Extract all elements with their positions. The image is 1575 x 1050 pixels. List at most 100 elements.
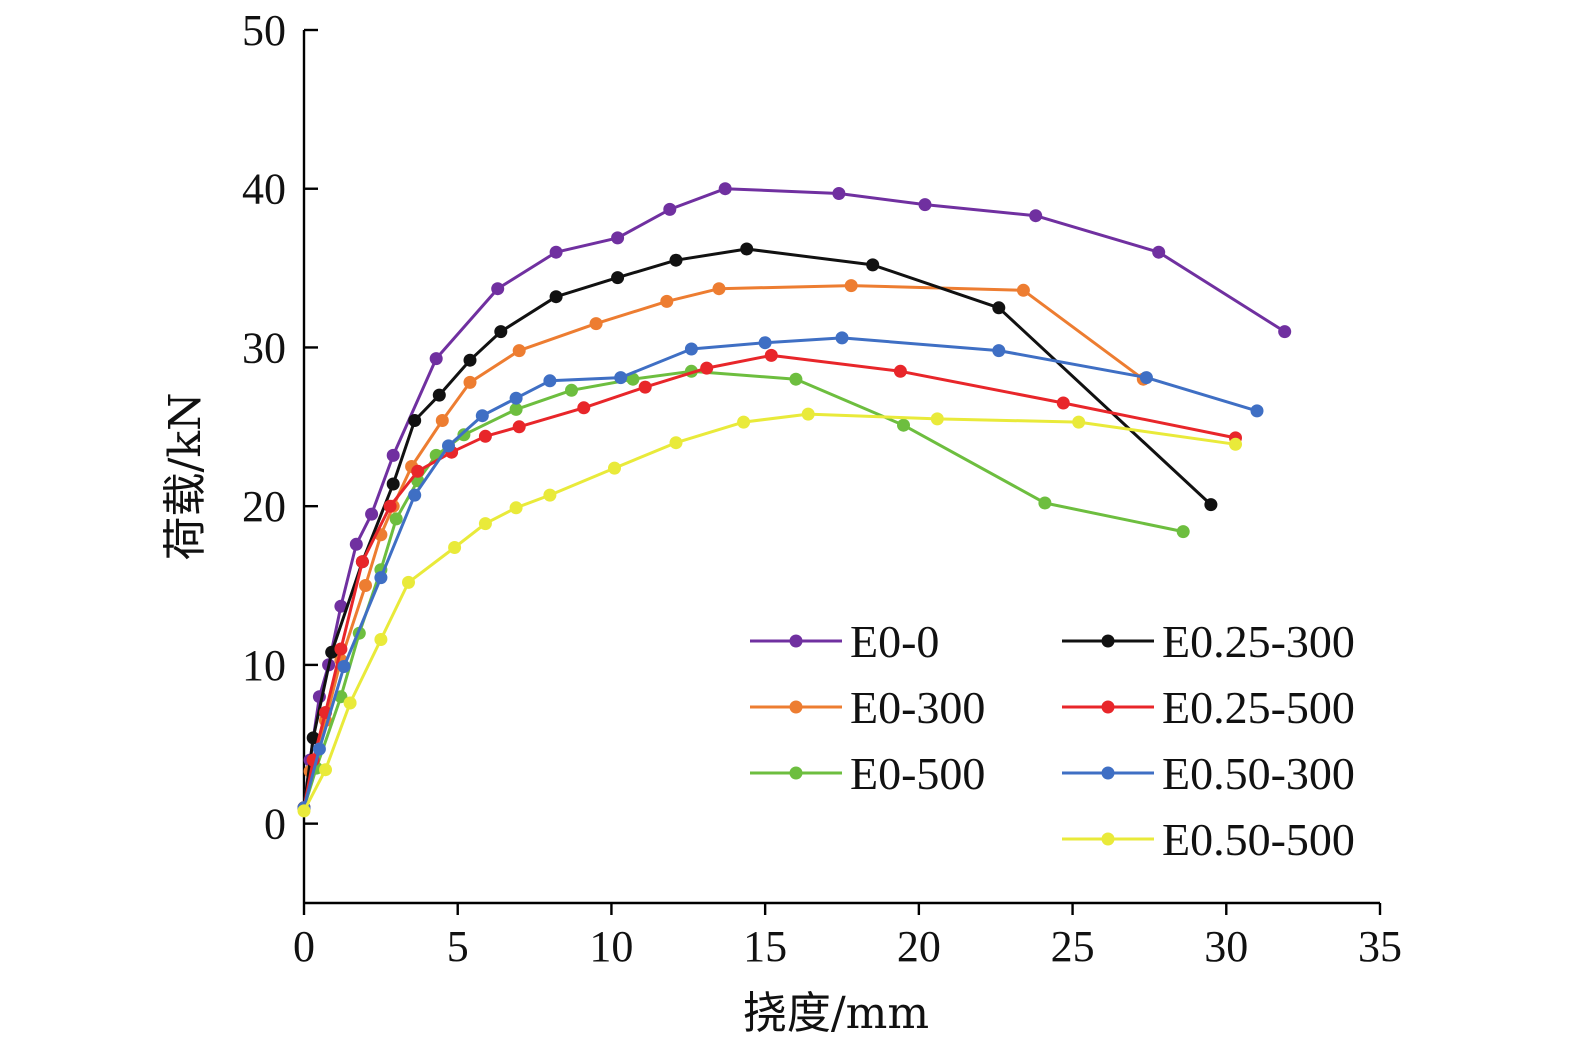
data-point <box>549 245 563 259</box>
data-point <box>389 512 403 526</box>
data-point <box>1278 325 1292 339</box>
data-point <box>383 499 397 513</box>
data-point <box>835 331 849 345</box>
data-point <box>457 428 471 442</box>
series-line <box>302 412 1237 813</box>
data-point <box>1056 396 1070 410</box>
legend-swatch-marker <box>1101 700 1115 714</box>
series-E0.25-300 <box>297 242 1218 815</box>
data-point <box>801 407 815 421</box>
data-point <box>429 352 443 366</box>
x-tick-label: 25 <box>1051 922 1095 971</box>
y-tick-label: 0 <box>264 800 286 849</box>
data-point <box>611 271 625 285</box>
series-line <box>302 247 1213 810</box>
legend-swatch-marker <box>1101 766 1115 780</box>
data-point <box>992 301 1006 315</box>
data-point <box>1072 415 1086 429</box>
data-point <box>897 418 910 432</box>
legend: E0-0 E0-300 E0-500 E0.25-300 E0.25-500 E0.50-… <box>750 616 1355 865</box>
x-tick-label: 15 <box>743 922 787 971</box>
data-point <box>543 488 557 502</box>
legend-item: E0.25-500 <box>1062 682 1355 733</box>
legend-label: E0-500 <box>850 748 985 799</box>
data-point <box>565 383 578 397</box>
legend-label: E0-0 <box>850 616 939 667</box>
legend-label: E0.50-300 <box>1162 748 1355 799</box>
legend-swatch-marker <box>789 700 803 714</box>
y-tick-label: 40 <box>242 165 286 214</box>
data-point <box>1038 496 1052 510</box>
series-E0-0 <box>297 182 1292 815</box>
data-point <box>669 253 683 267</box>
data-point <box>509 501 523 515</box>
series-E0-300 <box>297 279 1150 815</box>
data-point <box>463 375 477 389</box>
data-point <box>700 361 714 375</box>
data-point <box>334 599 348 613</box>
data-point <box>1029 209 1043 223</box>
data-point <box>411 464 425 478</box>
series-E0.50-500 <box>297 407 1242 818</box>
data-point <box>435 414 449 427</box>
data-point <box>930 412 944 426</box>
data-point <box>684 342 698 356</box>
legend-label: E0.50-500 <box>1162 814 1355 865</box>
axes: 0 5 10 15 20 25 30 35 0 10 20 30 40 50 <box>242 6 1402 971</box>
y-tick-label: 30 <box>242 323 286 372</box>
data-point <box>844 279 858 293</box>
data-point <box>918 198 932 212</box>
legend-swatch-marker <box>789 634 803 648</box>
data-point <box>509 391 523 405</box>
data-point <box>478 429 492 443</box>
data-point <box>334 642 348 656</box>
legend-item: E0-300 <box>750 682 985 733</box>
data-point <box>349 537 363 551</box>
data-point <box>365 507 379 521</box>
legend-label: E0.25-300 <box>1162 616 1355 667</box>
data-point <box>386 477 400 491</box>
data-point <box>893 364 907 378</box>
data-point <box>626 372 640 386</box>
data-point <box>494 325 508 339</box>
data-point <box>549 290 563 304</box>
data-point <box>660 294 674 308</box>
legend-item: E0.50-500 <box>1062 814 1355 865</box>
series-layer <box>297 182 1292 818</box>
x-tick-label: 0 <box>293 922 315 971</box>
y-tick-label: 20 <box>242 482 286 531</box>
data-point <box>718 182 732 196</box>
data-point <box>1152 245 1166 259</box>
y-tick-label: 10 <box>242 641 286 690</box>
data-point <box>638 380 652 394</box>
data-point <box>374 571 388 585</box>
data-point <box>337 660 351 673</box>
data-point <box>543 374 557 388</box>
legend-item: E0.50-300 <box>1062 748 1355 799</box>
data-point <box>712 282 726 296</box>
data-point <box>758 336 772 350</box>
data-point <box>334 690 348 704</box>
data-point <box>463 353 477 367</box>
legend-label: E0-300 <box>850 682 985 733</box>
series-line <box>302 369 1185 810</box>
data-point <box>669 436 683 450</box>
data-point <box>1176 525 1190 539</box>
data-point <box>319 763 332 777</box>
data-point <box>306 731 320 745</box>
data-point <box>1204 498 1218 512</box>
data-point <box>1139 371 1153 385</box>
data-point <box>509 402 523 416</box>
x-tick-label: 10 <box>589 922 633 971</box>
legend-swatch-marker <box>789 766 803 780</box>
data-point <box>1016 283 1030 297</box>
legend-item: E0.25-300 <box>1062 616 1355 667</box>
data-point <box>577 401 591 415</box>
data-point <box>832 187 846 200</box>
data-point <box>663 202 677 216</box>
data-point <box>402 575 415 589</box>
data-point <box>432 388 446 402</box>
legend-item: E0-0 <box>750 616 939 667</box>
data-point <box>475 409 489 423</box>
